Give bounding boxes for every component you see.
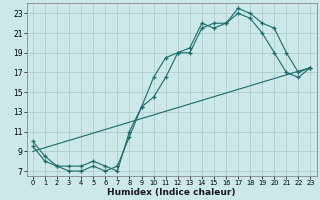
X-axis label: Humidex (Indice chaleur): Humidex (Indice chaleur): [108, 188, 236, 197]
